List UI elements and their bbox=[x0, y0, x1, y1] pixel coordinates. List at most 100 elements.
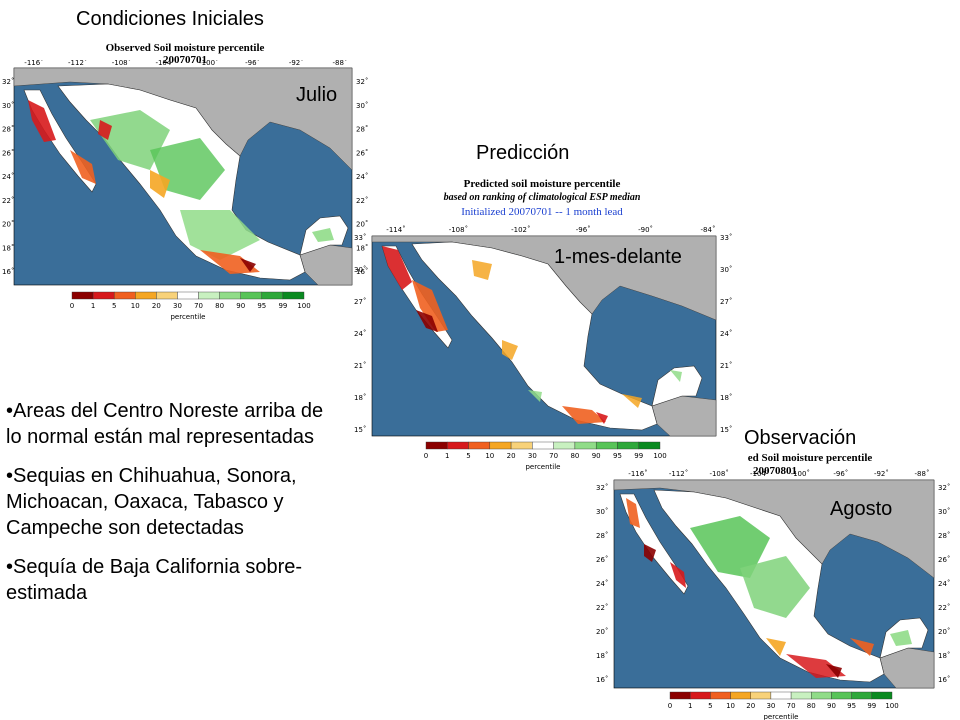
colorbar-tick-label: 30 bbox=[528, 452, 537, 460]
lat-tick-label: 24˚ bbox=[354, 330, 366, 338]
lat-tick-label: 18˚ bbox=[2, 244, 14, 252]
prediction-lon-ticks: -114˚ -108˚ -102˚ -96˚ -90˚ -84˚ bbox=[386, 226, 715, 234]
colorbar-swatch bbox=[770, 691, 792, 700]
colorbar-swatch bbox=[71, 291, 94, 300]
colorbar-tick-label: 0 bbox=[424, 452, 428, 460]
lat-tick-label: 26˚ bbox=[938, 556, 950, 564]
lat-tick-label: 24˚ bbox=[720, 330, 732, 338]
lat-tick-label: 16˚ bbox=[2, 268, 14, 276]
colorbar-tick-label: 80 bbox=[215, 302, 224, 310]
observation-moisture-patches bbox=[626, 498, 912, 678]
colorbar-tick-label: 80 bbox=[807, 702, 816, 710]
lat-tick-label: 22˚ bbox=[2, 197, 14, 205]
initial-month-label: Julio bbox=[296, 84, 338, 106]
lon-tick-label: -88˚ bbox=[333, 60, 348, 67]
colorbar-tick-label: 5 bbox=[466, 452, 470, 460]
lon-tick-label: -114˚ bbox=[386, 226, 405, 234]
colorbar-swatch bbox=[240, 291, 263, 300]
colorbar-tick-label: 20 bbox=[507, 452, 516, 460]
lon-tick-label: -116˚ bbox=[628, 470, 647, 478]
colorbar-tick-label: 20 bbox=[746, 702, 755, 710]
lat-tick-label: 30˚ bbox=[938, 508, 950, 516]
colorbar-swatch bbox=[282, 291, 305, 300]
colorbar-swatch bbox=[198, 291, 220, 300]
lon-tick-label: -108˚ bbox=[449, 226, 468, 234]
lon-tick-label: -88˚ bbox=[915, 470, 930, 478]
lon-tick-label: -112˚ bbox=[68, 60, 87, 67]
note-item: Sequía de Baja California sobre-estimada bbox=[6, 554, 336, 606]
lat-tick-label: 16˚ bbox=[938, 676, 950, 684]
lat-tick-label: 26˚ bbox=[2, 149, 14, 157]
observation-map-date: 20070801 bbox=[753, 465, 797, 477]
initial-map-date: 20070701 bbox=[163, 54, 207, 66]
lon-tick-label: -96˚ bbox=[245, 60, 260, 67]
lat-tick-label: 18˚ bbox=[720, 394, 732, 402]
colorbar-swatch bbox=[92, 291, 115, 300]
lat-tick-label: 32˚ bbox=[2, 78, 14, 86]
colorbar-tick-label: 5 bbox=[708, 702, 712, 710]
colorbar-swatch bbox=[532, 441, 554, 450]
observation-month-label: Agosto bbox=[830, 498, 893, 520]
lat-tick-label: 24˚ bbox=[2, 173, 14, 181]
lat-tick-label: 28˚ bbox=[2, 126, 14, 134]
prediction-map-title: Predicted soil moisture percentile bbox=[463, 178, 621, 190]
lon-tick-label: -92˚ bbox=[289, 60, 304, 67]
colorbar-caption: percentile bbox=[170, 313, 205, 321]
colorbar-tick-label: 70 bbox=[787, 702, 796, 710]
colorbar-swatch bbox=[447, 441, 469, 450]
lat-tick-label: 27˚ bbox=[354, 298, 366, 306]
colorbar-tick-label: 100 bbox=[297, 302, 310, 310]
note-item: Areas del Centro Noreste arriba de lo no… bbox=[6, 398, 336, 450]
initial-map-panel: Observed Soil moisture percentile 200707… bbox=[0, 40, 382, 325]
prediction-map-init-line: Initialized 20070701 -- 1 month lead bbox=[461, 206, 623, 218]
heading-observation: Observación bbox=[744, 427, 857, 449]
lon-tick-label: -102˚ bbox=[511, 226, 530, 234]
colorbar-tick-label: 95 bbox=[257, 302, 266, 310]
lat-tick-label: 33˚ bbox=[354, 234, 366, 242]
lat-tick-label: 33˚ bbox=[720, 234, 732, 242]
colorbar-swatch bbox=[425, 441, 448, 450]
colorbar-tick-label: 70 bbox=[194, 302, 203, 310]
lat-tick-label: 24˚ bbox=[938, 580, 950, 588]
initial-map-title: Observed Soil moisture percentile bbox=[105, 42, 265, 54]
prediction-lat-ticks: 33˚ 33˚ 30˚ 30˚ 27˚ 27˚ 24˚ 24˚ 21˚ 21˚ 18˚ 18˚ 15˚ 1… bbox=[354, 234, 732, 434]
lat-tick-label: 30˚ bbox=[2, 102, 14, 110]
prediction-mexico-mainland bbox=[411, 241, 658, 431]
colorbar-swatch bbox=[113, 291, 136, 300]
prediction-colorbar: 0 1 5 10 20 30 70 80 90 95 99 100 percentile bbox=[424, 441, 667, 471]
colorbar-tick-label: 100 bbox=[885, 702, 898, 710]
lon-tick-label: -96˚ bbox=[576, 226, 591, 234]
colorbar-swatch bbox=[510, 441, 533, 450]
prediction-map: -114˚ -108˚ -102˚ -96˚ -90˚ -84˚ 33˚ 33˚ 30˚ 30˚… bbox=[354, 226, 732, 471]
colorbar-tick-label: 10 bbox=[485, 452, 494, 460]
colorbar-swatch bbox=[177, 291, 199, 300]
observation-map-panel: ed Soil moisture percentile 20070801 -11… bbox=[590, 452, 960, 720]
lat-tick-label: 20˚ bbox=[596, 628, 608, 636]
colorbar-tick-label: 0 bbox=[668, 702, 672, 710]
lat-tick-label: 30˚ bbox=[356, 102, 368, 110]
lat-tick-label: 24˚ bbox=[596, 580, 608, 588]
notes-list: Areas del Centro Noreste arriba de lo no… bbox=[6, 398, 336, 619]
lat-tick-label: 18˚ bbox=[356, 244, 368, 252]
colorbar-swatch bbox=[710, 691, 731, 700]
observation-colorbar: 0 1 5 10 20 30 70 80 90 95 99 100 percentile bbox=[668, 691, 899, 720]
colorbar-tick-label: 99 bbox=[278, 302, 287, 310]
colorbar-swatch bbox=[669, 691, 691, 700]
lat-tick-label: 16˚ bbox=[356, 268, 368, 276]
colorbar-tick-label: 30 bbox=[173, 302, 182, 310]
lat-tick-label: 18˚ bbox=[596, 652, 608, 660]
note-text: Sequias en Chihuahua, Sonora, Michoacan,… bbox=[6, 465, 297, 539]
colorbar-swatch bbox=[790, 691, 812, 700]
prediction-map-panel: Predicted soil moisture percentile based… bbox=[352, 172, 744, 474]
colorbar-tick-label: 5 bbox=[112, 302, 116, 310]
colorbar-swatch bbox=[730, 691, 751, 700]
colorbar-swatch bbox=[811, 691, 832, 700]
colorbar-swatch bbox=[595, 441, 618, 450]
colorbar-tick-label: 99 bbox=[634, 452, 643, 460]
lat-tick-label: 27˚ bbox=[720, 298, 732, 306]
initial-map: -116˚ -112˚ -108˚ -104˚ -100˚ -96˚ -92˚ -88˚ 32… bbox=[2, 60, 368, 321]
lat-tick-label: 26˚ bbox=[356, 149, 368, 157]
colorbar-swatch bbox=[851, 691, 873, 700]
colorbar-swatch bbox=[871, 691, 893, 700]
lon-tick-label: -100˚ bbox=[791, 470, 810, 478]
